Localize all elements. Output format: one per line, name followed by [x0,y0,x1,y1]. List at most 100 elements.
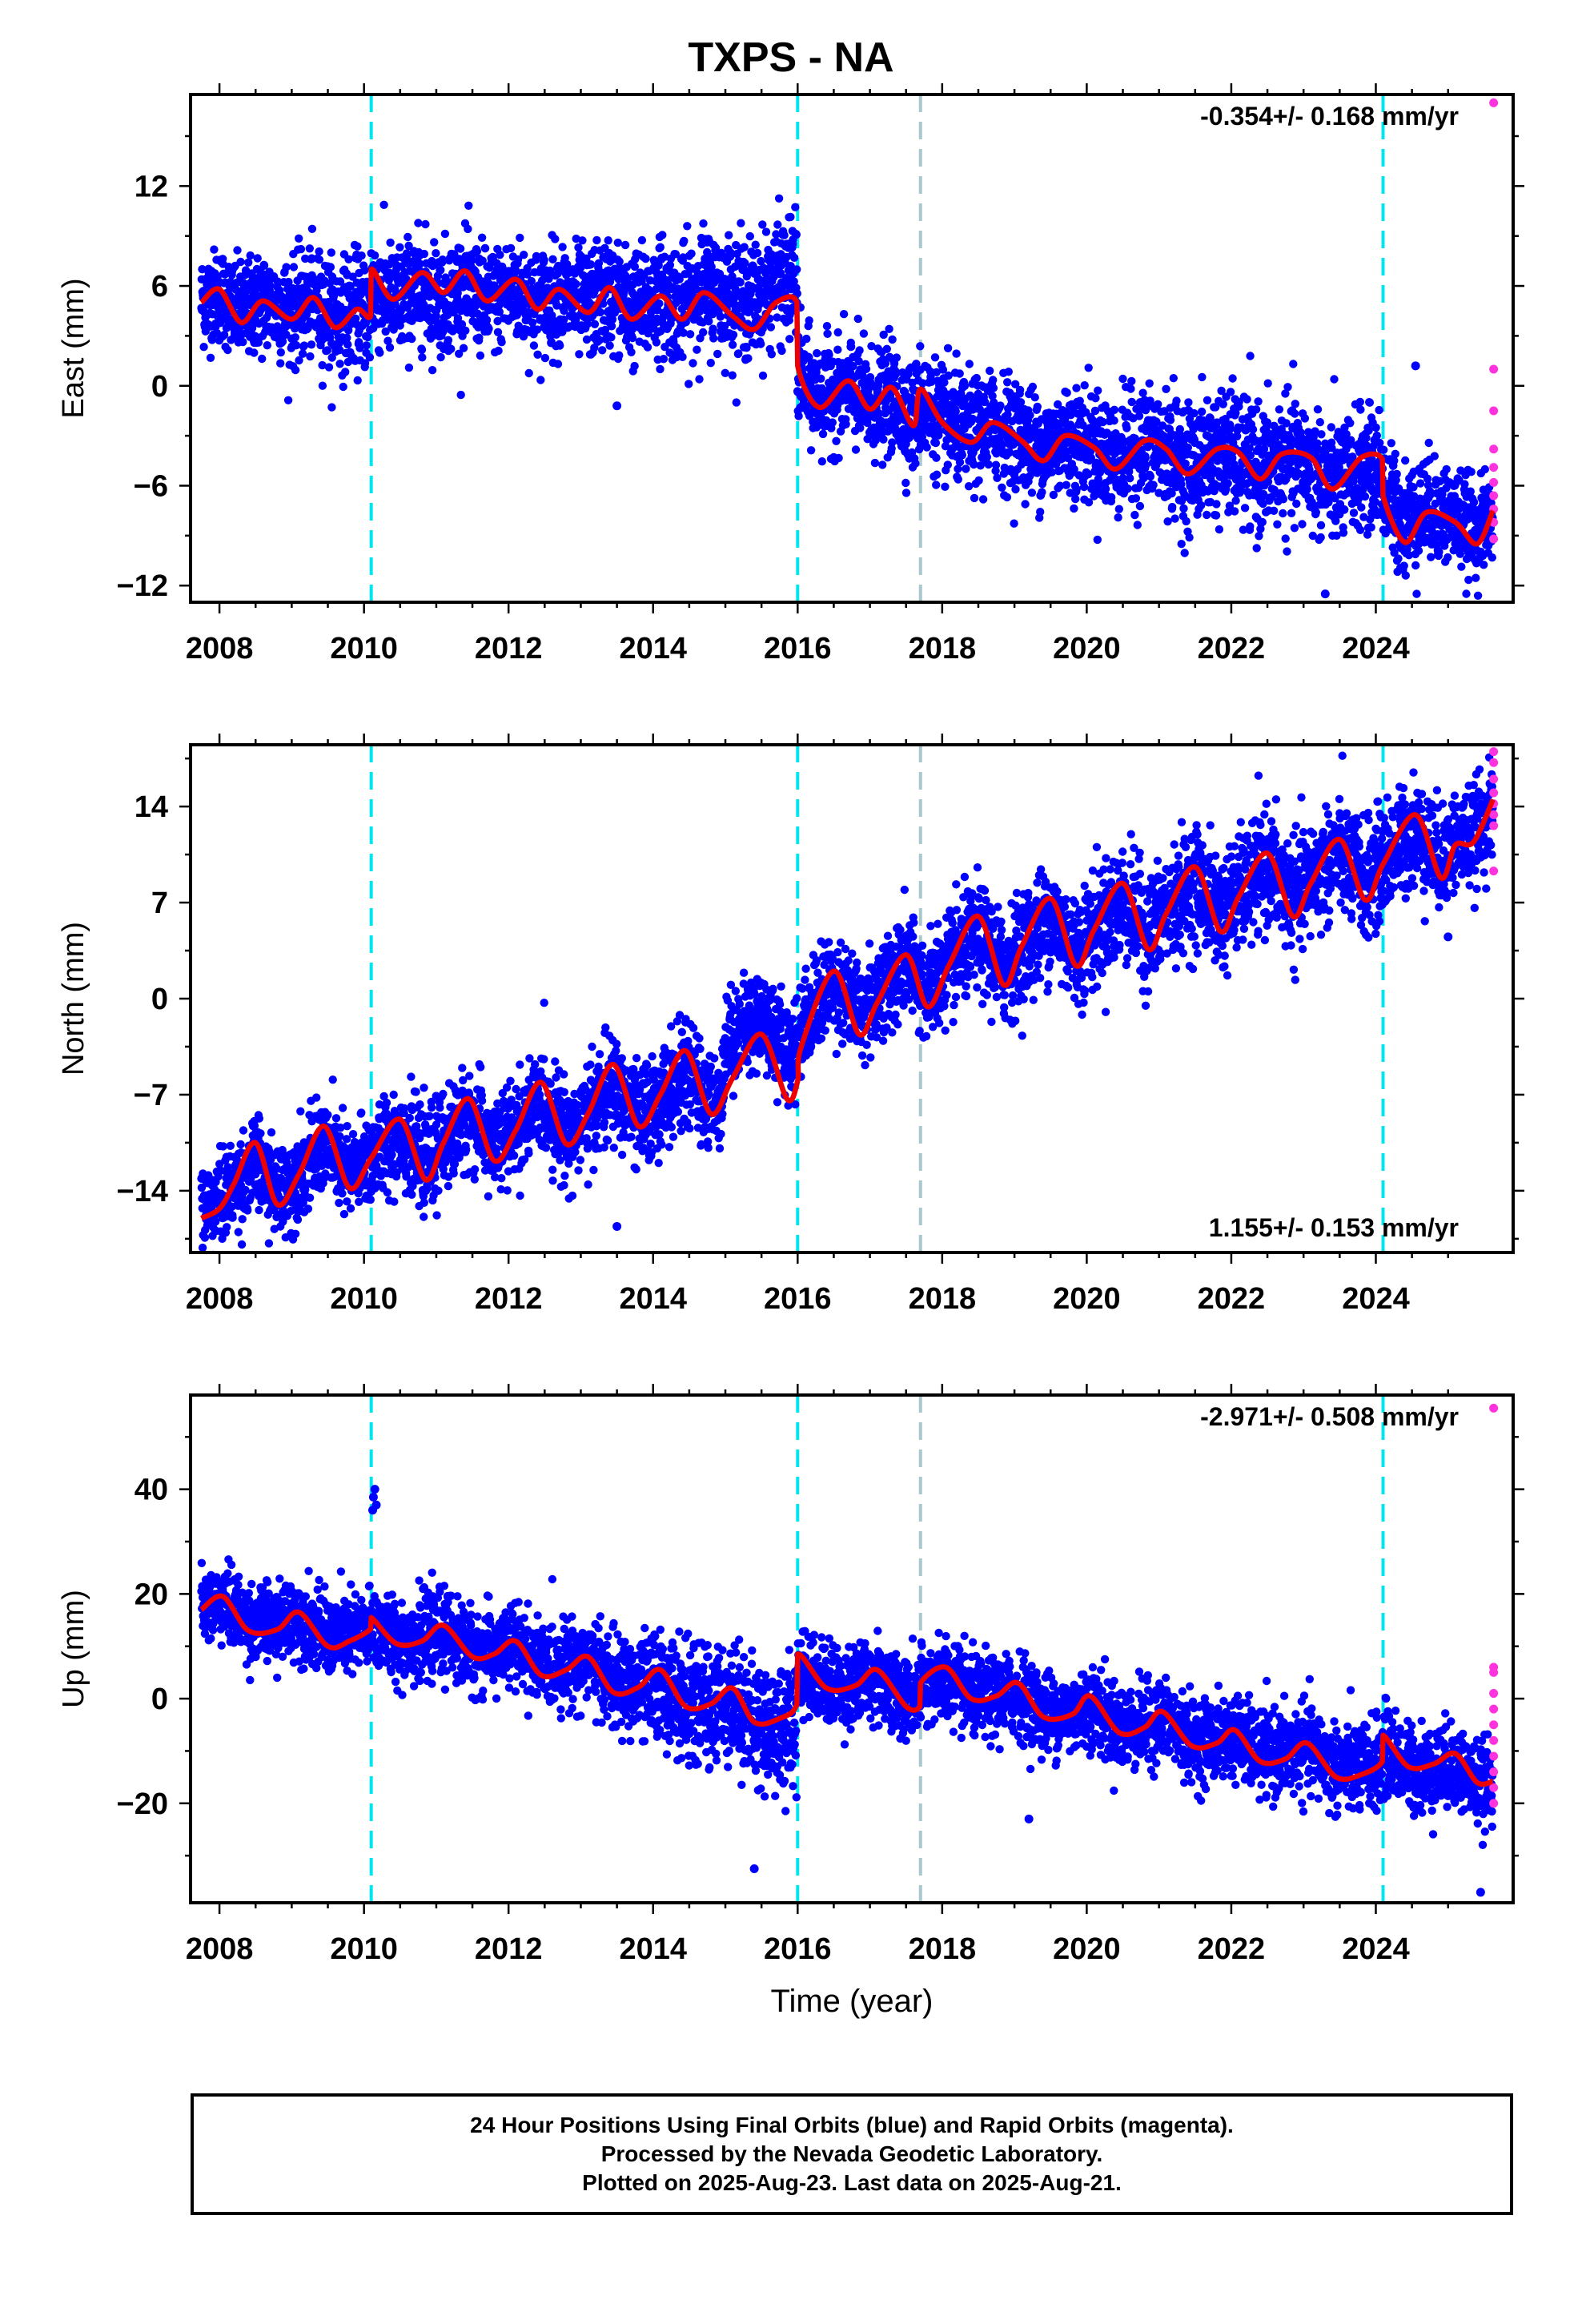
data-point [1168,502,1177,512]
data-point [282,263,291,271]
data-point [955,458,965,467]
data-point [958,451,967,460]
data-point [705,317,713,326]
data-point [699,328,708,337]
data-point [1287,509,1296,517]
data-point [707,262,716,271]
data-point [1228,374,1237,383]
data-point [1114,505,1124,513]
data-point [323,346,331,355]
data-point [1327,423,1336,432]
data-point [1240,504,1250,513]
data-point [1215,525,1224,534]
data-point [867,342,876,351]
data-point [783,304,792,313]
data-point [318,381,327,390]
data-point [600,325,610,335]
data-point [1291,409,1299,418]
data-point [711,243,721,252]
data-point [777,346,786,356]
data-point [360,359,370,368]
data-point [816,374,825,383]
data-point [1291,400,1300,408]
data-point [767,350,776,359]
data-point [1183,443,1193,452]
data-point [1212,500,1221,509]
data-point [774,194,784,203]
data-point [1026,411,1034,420]
data-point [758,220,767,229]
data-point [801,401,810,410]
data-point [1110,416,1118,425]
data-point [1362,433,1371,443]
data-point [468,255,476,265]
data-point [699,219,708,228]
data-point [620,240,630,250]
data-point [1401,571,1411,580]
data-point [1036,508,1045,517]
data-point [1169,374,1178,383]
data-point [206,353,215,362]
data-point [496,251,504,259]
data-point [478,256,487,265]
data-point [1273,520,1282,529]
data-point [430,238,439,247]
data-point [592,235,601,245]
data-point [506,243,516,253]
data-point [1387,439,1396,448]
data-point [888,335,897,344]
data-point [773,220,782,229]
data-point [495,308,504,316]
data-point [404,363,414,372]
data-point [432,249,440,258]
data-point [1298,520,1307,529]
data-point [878,460,887,469]
data-point [1135,501,1145,511]
data-point [943,344,953,352]
data-point [825,351,833,360]
data-point [907,393,916,402]
data-point [497,273,506,282]
data-point [1127,376,1136,386]
data-point [385,343,395,352]
data-point [806,446,816,455]
data-point [594,259,604,267]
data-point [794,412,803,420]
data-point [1243,395,1251,404]
data-point [1367,523,1375,532]
data-point [742,344,751,352]
data-point [444,336,453,344]
data-point [421,219,430,229]
panel-east: 2008 2010 2012 2014 2016 2018 2020 2022 20241260… [57,83,1524,665]
data-point [1357,503,1366,512]
data-point [1399,561,1408,570]
data-point [630,361,639,371]
data-point [943,460,953,469]
data-point [1290,524,1299,533]
data-point [930,353,940,362]
data-point [544,275,553,283]
data-point [932,368,942,376]
data-point [721,368,729,377]
data-point [615,257,624,266]
data-point [1170,514,1179,523]
data-point [608,315,617,324]
data-point [1226,388,1235,396]
data-point [1203,396,1212,404]
data-point [793,265,801,274]
data-point [1246,522,1255,531]
data-point [1110,405,1119,414]
data-point [1133,521,1142,529]
data-point [1126,384,1135,393]
data-point [613,238,622,247]
data-point [1269,506,1279,515]
final-orbit-points-east [197,194,1497,600]
data-point [511,266,520,275]
data-point [540,255,548,264]
data-point [582,254,591,263]
data-point [1118,374,1127,384]
data-point [1180,549,1189,557]
data-point [596,308,604,317]
data-point [266,281,275,290]
data-point [1411,561,1420,570]
